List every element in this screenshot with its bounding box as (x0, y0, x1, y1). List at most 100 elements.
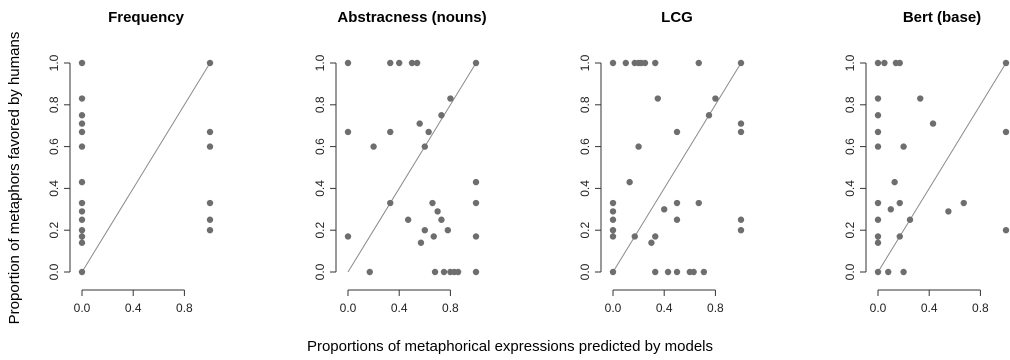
data-point (425, 128, 432, 136)
panel-title: LCG (661, 9, 693, 26)
y-tick-label: 0.2 (843, 222, 857, 239)
data-point (874, 216, 882, 223)
x-tick-label: 0.0 (605, 301, 622, 315)
data-point (695, 199, 702, 207)
data-point (609, 59, 617, 67)
data-point (661, 206, 668, 213)
data-point (417, 239, 425, 246)
y-tick-label: 0.6 (313, 138, 327, 155)
data-point (887, 206, 894, 213)
data-point (1002, 227, 1010, 234)
data-point (648, 239, 655, 246)
x-tick-label: 0.4 (921, 301, 938, 315)
data-point (438, 216, 445, 223)
data-point (896, 59, 903, 67)
data-point (206, 128, 214, 136)
data-point (609, 227, 617, 234)
data-point (472, 233, 480, 240)
data-point (929, 120, 937, 127)
data-point (673, 199, 681, 207)
data-point (413, 59, 421, 67)
x-tick-label: 0.8 (707, 301, 724, 315)
y-tick-label: 0.4 (47, 180, 61, 197)
data-point (641, 59, 649, 67)
data-point (370, 143, 377, 150)
y-tick-label: 0.2 (578, 222, 592, 239)
y-tick-label: 0.2 (47, 222, 61, 239)
y-tick-label: 0.8 (843, 96, 857, 113)
data-point (609, 233, 617, 240)
data-point (447, 95, 454, 102)
y-tick-label: 0.6 (843, 138, 857, 155)
data-point (78, 59, 86, 67)
data-point (78, 120, 86, 127)
data-point (78, 227, 86, 234)
data-point (896, 233, 903, 240)
data-point (434, 208, 441, 215)
data-point (444, 227, 452, 234)
data-point (78, 128, 86, 136)
y-tick-label: 1.0 (313, 54, 327, 71)
data-point (652, 59, 659, 67)
data-point (700, 268, 708, 276)
data-point (626, 178, 633, 186)
data-point (78, 112, 86, 119)
reference-line (877, 62, 1007, 273)
data-point (78, 216, 86, 223)
data-point (387, 59, 394, 67)
reference-line (347, 62, 477, 273)
x-tick-label: 0.8 (442, 301, 459, 315)
data-point (673, 216, 681, 223)
data-point (737, 216, 745, 223)
data-point (78, 199, 86, 207)
data-point (874, 112, 882, 119)
data-point (737, 59, 745, 67)
x-tick-label: 0.4 (656, 301, 673, 315)
x-tick-label: 0.0 (340, 301, 357, 315)
data-point (874, 143, 882, 150)
data-point (440, 268, 448, 276)
x-tick-label: 0.4 (391, 301, 408, 315)
data-point (344, 59, 352, 67)
data-point (960, 199, 967, 207)
y-tick-label: 1.0 (578, 54, 592, 71)
data-point (396, 59, 403, 67)
data-point (206, 59, 214, 67)
y-tick-label: 1.0 (47, 54, 61, 71)
data-point (609, 208, 617, 215)
reference-line (612, 62, 742, 273)
data-point (652, 268, 659, 276)
data-point (891, 178, 898, 186)
data-point (1002, 128, 1010, 136)
data-point (408, 59, 416, 67)
data-point (906, 216, 914, 223)
data-point (609, 216, 617, 223)
data-point (609, 199, 617, 207)
data-point (664, 268, 672, 276)
y-tick-label: 1.0 (843, 54, 857, 71)
data-point (654, 95, 661, 102)
data-point (472, 178, 480, 186)
data-point (695, 59, 702, 67)
data-point (78, 239, 86, 246)
data-point (874, 239, 882, 246)
panel-title: Frequency (108, 9, 185, 26)
data-point (874, 128, 882, 136)
x-tick-label: 0.0 (870, 301, 887, 315)
data-point (472, 268, 480, 276)
y-tick-label: 0.0 (843, 263, 857, 280)
data-point (874, 95, 882, 102)
data-point (78, 233, 86, 240)
y-tick-label: 0.2 (313, 222, 327, 239)
data-point (900, 143, 907, 150)
panel: LCG 0.0 0.2 0.4 0.6 0.8 1.0 0.0 0.4 0.8 (578, 9, 745, 315)
data-point (737, 227, 745, 234)
data-point (387, 128, 394, 136)
data-point (421, 227, 428, 234)
data-point (78, 95, 86, 102)
x-axis-title: Proportions of metaphorical expressions … (307, 338, 713, 355)
data-point (387, 199, 394, 207)
data-point (885, 268, 892, 276)
panel-title: Bert (base) (903, 9, 981, 26)
data-point (454, 268, 462, 276)
